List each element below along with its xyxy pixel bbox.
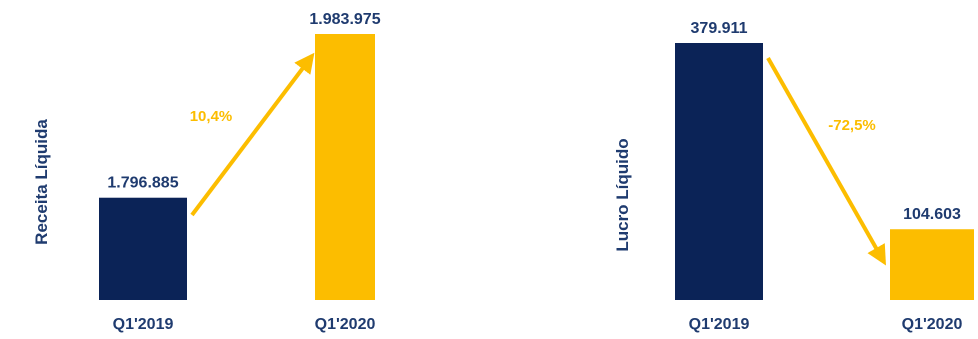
category-label-q1-2019: Q1'2019 xyxy=(113,316,174,333)
bar-q1-2019 xyxy=(99,198,187,300)
change-label: -72,5% xyxy=(828,117,876,134)
value-label-q1-2019: 379.911 xyxy=(691,20,748,37)
chart-lucro-liquido: Lucro Líquido 379.911 104.603 Q1'2019 Q1… xyxy=(613,20,974,333)
bar-q1-2020 xyxy=(890,229,974,300)
change-label: 10,4% xyxy=(190,108,233,125)
bar-q1-2019 xyxy=(675,43,763,300)
value-label-q1-2020: 104.603 xyxy=(903,206,961,223)
value-label-q1-2019: 1.796.885 xyxy=(107,175,178,192)
category-label-q1-2019: Q1'2019 xyxy=(689,316,750,333)
change-arrow xyxy=(768,58,884,262)
chart-receita-liquida: Receita Líquida 1.796.885 1.983.975 Q1'2… xyxy=(32,11,381,333)
category-label-q1-2020: Q1'2020 xyxy=(315,316,376,333)
y-axis-label: Receita Líquida xyxy=(32,119,51,245)
bar-q1-2020 xyxy=(315,34,375,300)
value-label-q1-2020: 1.983.975 xyxy=(309,11,380,28)
change-arrow xyxy=(192,56,312,215)
category-label-q1-2020: Q1'2020 xyxy=(902,316,963,333)
y-axis-label: Lucro Líquido xyxy=(613,138,632,251)
